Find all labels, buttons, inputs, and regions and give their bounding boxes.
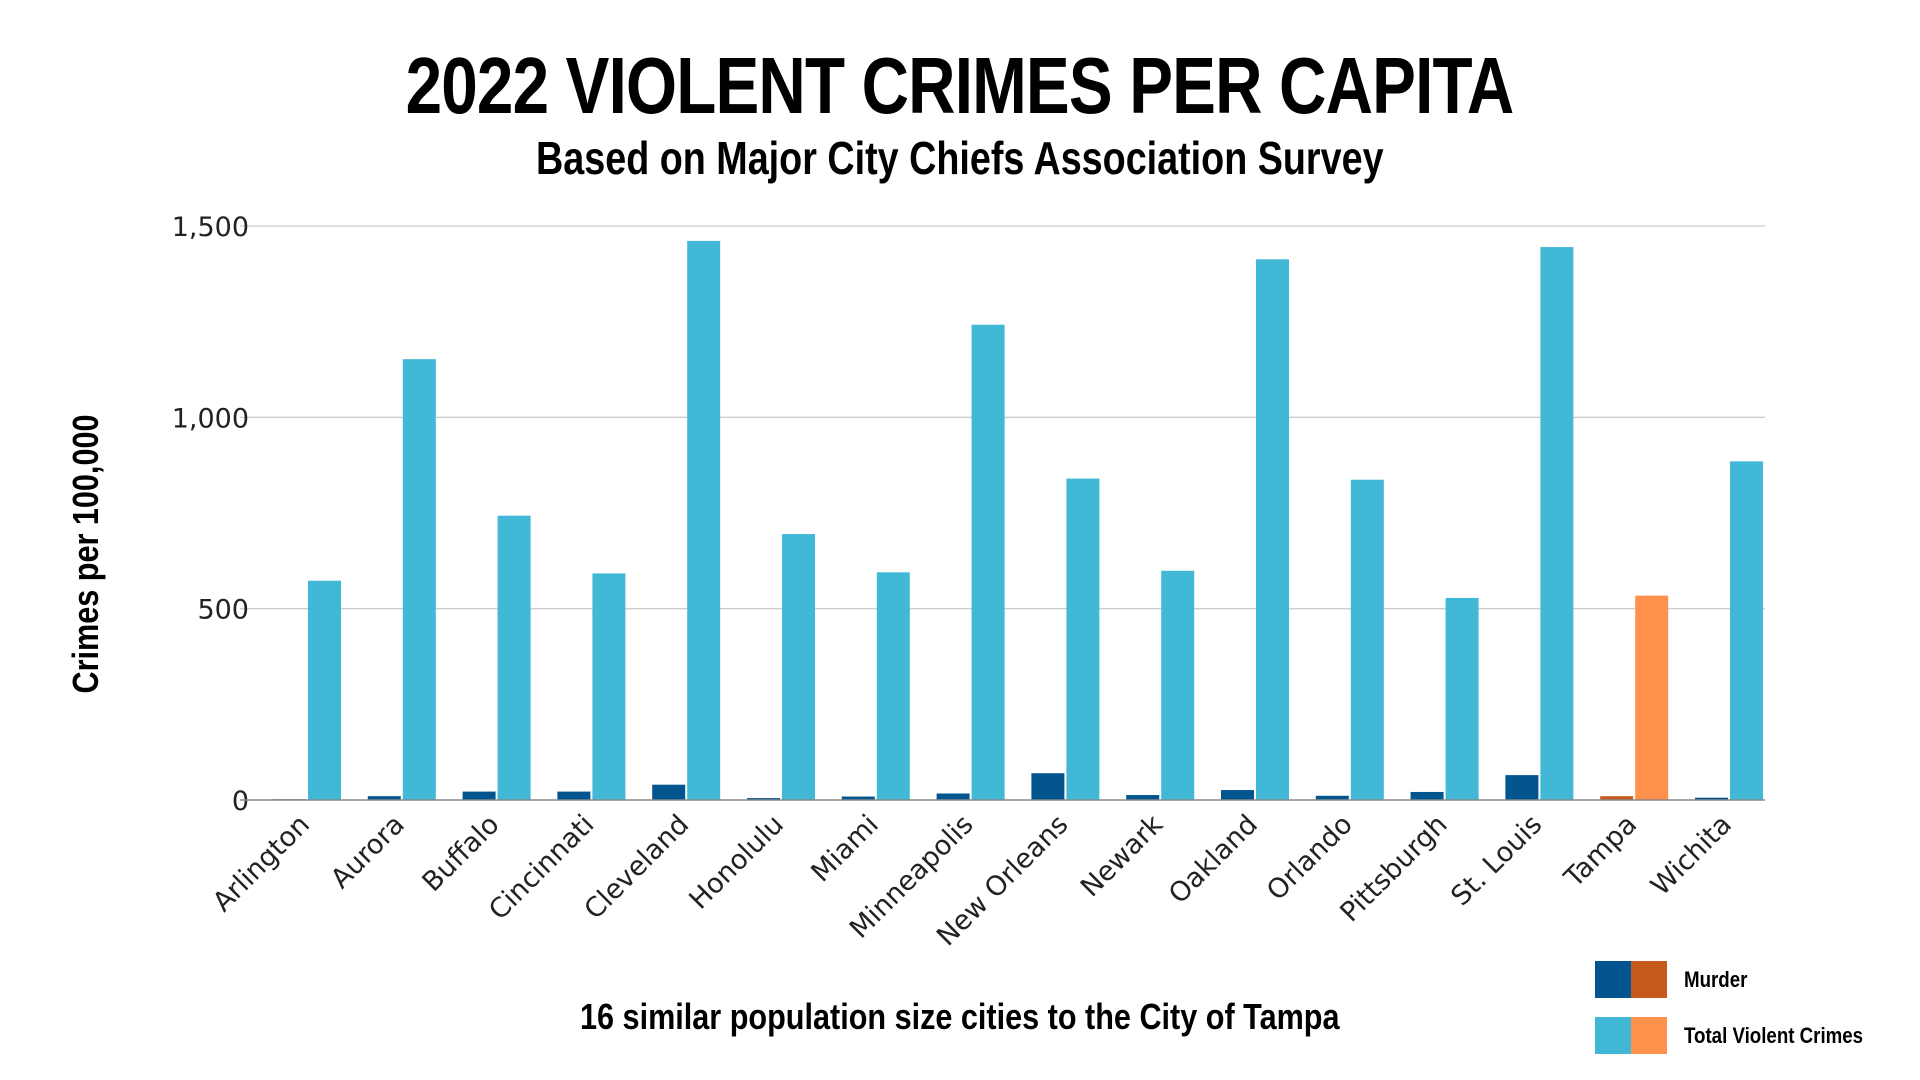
x-tick-label: Wichita <box>1645 809 1738 902</box>
bar-total-cincinnati <box>592 573 626 800</box>
y-tick-label: 0 <box>232 786 249 817</box>
bar-total-newark <box>1161 570 1195 800</box>
bar-murder-buffalo <box>462 791 496 800</box>
bar-total-aurora <box>402 359 436 800</box>
bar-total-orlando <box>1350 479 1384 800</box>
legend-item-total: Total Violent Crimes <box>1595 1017 1895 1054</box>
bar-murder-tampa <box>1600 796 1634 800</box>
bar-total-st-louis <box>1540 247 1574 801</box>
bar-total-wichita <box>1730 461 1763 800</box>
y-tick-label: 1,500 <box>172 212 249 243</box>
chart-subtitle: Based on Major City Chiefs Association S… <box>536 132 1384 184</box>
bar-murder-orlando <box>1315 795 1349 800</box>
bar-total-miami <box>876 572 910 800</box>
x-tick-label: Honolulu <box>683 809 790 916</box>
y-tick-label: 500 <box>197 595 249 626</box>
bar-murder-st-louis <box>1505 775 1539 800</box>
x-tick-label: Tampa <box>1558 809 1643 894</box>
x-tick-label: Cleveland <box>579 809 696 926</box>
x-tick-label: Oakland <box>1163 809 1264 910</box>
bar-total-oakland <box>1256 259 1289 800</box>
bar-murder-wichita <box>1695 797 1728 800</box>
x-tick-label: Newark <box>1075 809 1169 903</box>
bar-total-honolulu <box>782 534 815 800</box>
legend-label: Murder <box>1684 966 1748 992</box>
x-tick-label: Arlington <box>207 809 316 918</box>
y-axis-title: Crimes per 100,000 <box>65 414 106 694</box>
bar-total-cleveland <box>687 240 721 800</box>
x-axis-title: 16 similar population size cities to the… <box>580 996 1340 1037</box>
bar-total-buffalo <box>497 515 531 800</box>
bar-murder-minneapolis <box>936 793 970 800</box>
legend-label: Total Violent Crimes <box>1684 1022 1864 1048</box>
bar-total-tampa <box>1635 595 1669 800</box>
x-tick-label: Buffalo <box>417 809 506 898</box>
legend-swatch-total-tampa <box>1631 1017 1667 1054</box>
x-tick-label: St. Louis <box>1445 809 1548 912</box>
bar-murder-cincinnati <box>557 791 591 800</box>
chart-title: 2022 VIOLENT CRIMES PER CAPITA <box>406 41 1515 130</box>
legend-swatch-total <box>1595 1017 1631 1054</box>
bar-total-minneapolis <box>971 324 1005 800</box>
bar-total-arlington <box>308 580 341 800</box>
bar-murder-aurora <box>367 796 401 800</box>
x-tick-label: Aurora <box>325 809 411 895</box>
y-tick-label: 1,000 <box>172 403 249 434</box>
bar-total-new-orleans <box>1066 478 1100 800</box>
bar-murder-miami <box>841 796 875 800</box>
bar-murder-pittsburgh <box>1410 791 1444 800</box>
bar-murder-newark <box>1126 795 1160 800</box>
legend-swatch-murder-tampa <box>1631 961 1667 998</box>
x-tick-label: Miami <box>805 809 884 888</box>
legend-swatch-murder <box>1595 961 1631 998</box>
legend-item-murder: Murder <box>1595 961 1759 998</box>
bar-murder-cleveland <box>652 784 686 800</box>
x-tick-label: Orlando <box>1261 809 1359 907</box>
bar-murder-oakland <box>1221 790 1254 800</box>
bar-total-pittsburgh <box>1445 597 1479 800</box>
bar-murder-honolulu <box>747 798 780 800</box>
bar-murder-new-orleans <box>1031 773 1065 800</box>
